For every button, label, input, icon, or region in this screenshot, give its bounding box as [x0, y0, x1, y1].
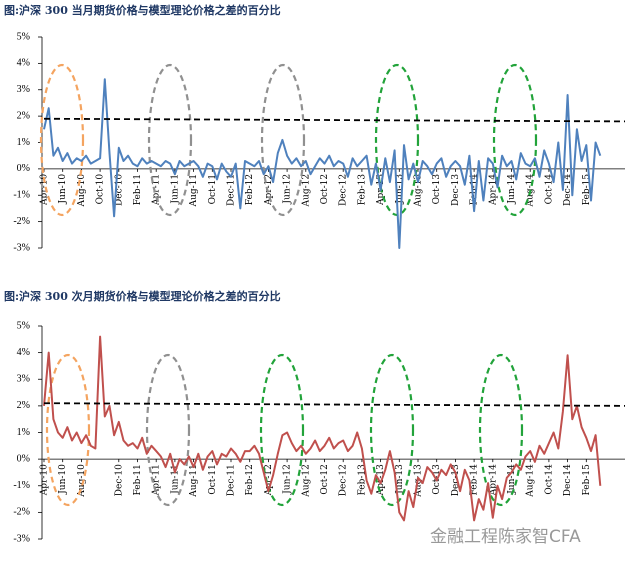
- y-tick-label: -1%: [13, 480, 30, 491]
- highlight-ellipse: [492, 63, 538, 217]
- x-tick-label: Oct-11: [208, 464, 218, 495]
- x-tick-label: Dec-10: [114, 174, 124, 206]
- x-tick-label: Aug-10: [77, 174, 87, 208]
- x-tick-label: Jun-10: [58, 174, 68, 205]
- x-tick-label: Feb-12: [245, 174, 255, 205]
- x-tick-label: Jun-10: [58, 464, 68, 495]
- x-tick-label: Feb-13: [357, 174, 367, 206]
- reference-line: [43, 402, 626, 407]
- x-tick-label: Apr-10: [40, 174, 50, 206]
- x-tick-label: Oct-12: [320, 464, 330, 495]
- x-tick-label: Apr-14: [488, 174, 498, 206]
- highlight-ellipse: [478, 353, 524, 507]
- highlight-ellipse: [147, 63, 193, 217]
- x-tick-label: Apr-12: [264, 464, 274, 496]
- x-tick-label: Aug-11: [189, 174, 199, 208]
- highlight-ellipse: [39, 63, 85, 217]
- x-tick-label: Apr-11: [152, 174, 162, 206]
- y-tick-label: -3%: [13, 242, 30, 253]
- x-tick-label: Aug-13: [414, 174, 424, 208]
- x-tick-label: Jun-14: [507, 464, 517, 495]
- chart-title: 图:沪深 300 当月期货价格与模型理论价格之差的百分比: [4, 3, 281, 17]
- y-tick-label: 4%: [17, 347, 30, 358]
- x-tick-label: Feb-11: [133, 464, 143, 495]
- highlight-ellipse: [259, 353, 305, 507]
- x-tick-label: Dec-13: [451, 174, 461, 206]
- x-tick-label: Jun-13: [395, 174, 405, 205]
- x-tick-label: Aug-11: [189, 464, 199, 498]
- highlight-ellipse: [369, 353, 415, 507]
- y-tick-label: -1%: [13, 190, 30, 201]
- y-tick-label: 3%: [17, 84, 30, 95]
- y-tick-label: 5%: [17, 320, 30, 331]
- y-tick-label: 0%: [17, 163, 30, 174]
- x-tick-label: Feb-13: [357, 464, 367, 496]
- x-tick-label: Oct-12: [320, 174, 330, 205]
- x-tick-label: Aug-12: [301, 174, 311, 208]
- y-tick-label: -2%: [13, 507, 30, 518]
- y-tick-label: 5%: [17, 31, 30, 42]
- x-tick-label: Jun-12: [283, 174, 293, 205]
- x-tick-label: Aug-14: [526, 464, 536, 498]
- watermark: 金融工程陈家智CFA: [430, 527, 581, 547]
- x-tick-label: Apr-10: [40, 464, 50, 496]
- y-tick-label: -2%: [13, 216, 30, 227]
- data-line: [43, 335, 602, 522]
- y-tick-label: -3%: [13, 533, 30, 544]
- x-tick-label: Oct-14: [544, 464, 554, 495]
- data-line: [43, 78, 602, 249]
- x-tick-label: Dec-12: [339, 464, 349, 496]
- x-tick-label: Jun-11: [170, 174, 180, 205]
- y-tick-label: 1%: [17, 427, 30, 438]
- x-tick-label: Jun-11: [170, 464, 180, 495]
- x-tick-label: Feb-14: [470, 464, 480, 496]
- x-tick-label: Feb-14: [470, 174, 480, 206]
- x-tick-label: Jun-14: [507, 174, 517, 205]
- x-tick-label: Feb-11: [133, 174, 143, 205]
- x-tick-label: Oct-14: [544, 174, 554, 205]
- x-tick-label: Feb-15: [582, 464, 592, 496]
- x-tick-label: Oct-10: [96, 174, 106, 205]
- highlight-ellipse: [145, 353, 191, 507]
- x-tick-label: Dec-12: [339, 174, 349, 206]
- x-tick-label: Feb-12: [245, 464, 255, 495]
- x-tick-label: Apr-12: [264, 174, 274, 206]
- x-tick-label: Jun-13: [395, 464, 405, 495]
- y-tick-label: 1%: [17, 137, 30, 148]
- y-tick-label: 2%: [17, 110, 30, 121]
- x-tick-label: Jun-12: [283, 464, 293, 495]
- x-tick-label: Aug-10: [77, 464, 87, 498]
- x-tick-label: Oct-13: [432, 174, 442, 205]
- x-tick-label: Dec-13: [451, 464, 461, 496]
- x-tick-label: Aug-12: [301, 464, 311, 498]
- x-tick-label: Dec-11: [227, 174, 237, 206]
- x-tick-label: Dec-11: [227, 464, 237, 496]
- x-tick-label: Dec-14: [563, 174, 573, 206]
- highlight-ellipse: [45, 353, 91, 507]
- y-tick-label: 3%: [17, 374, 30, 385]
- x-tick-label: Dec-10: [114, 464, 124, 496]
- reference-line: [43, 117, 626, 123]
- x-tick-label: Dec-14: [563, 464, 573, 496]
- y-tick-label: 0%: [17, 453, 30, 464]
- highlight-ellipse: [260, 63, 306, 217]
- x-tick-label: Oct-11: [208, 174, 218, 205]
- x-tick-label: Apr-14: [488, 464, 498, 496]
- y-tick-label: 2%: [17, 400, 30, 411]
- chart-title: 图:沪深 300 次月期货价格与模型理论价格之差的百分比: [4, 289, 281, 303]
- x-tick-label: Feb-15: [582, 174, 592, 206]
- y-tick-label: 4%: [17, 58, 30, 69]
- x-tick-label: Apr-11: [152, 464, 162, 496]
